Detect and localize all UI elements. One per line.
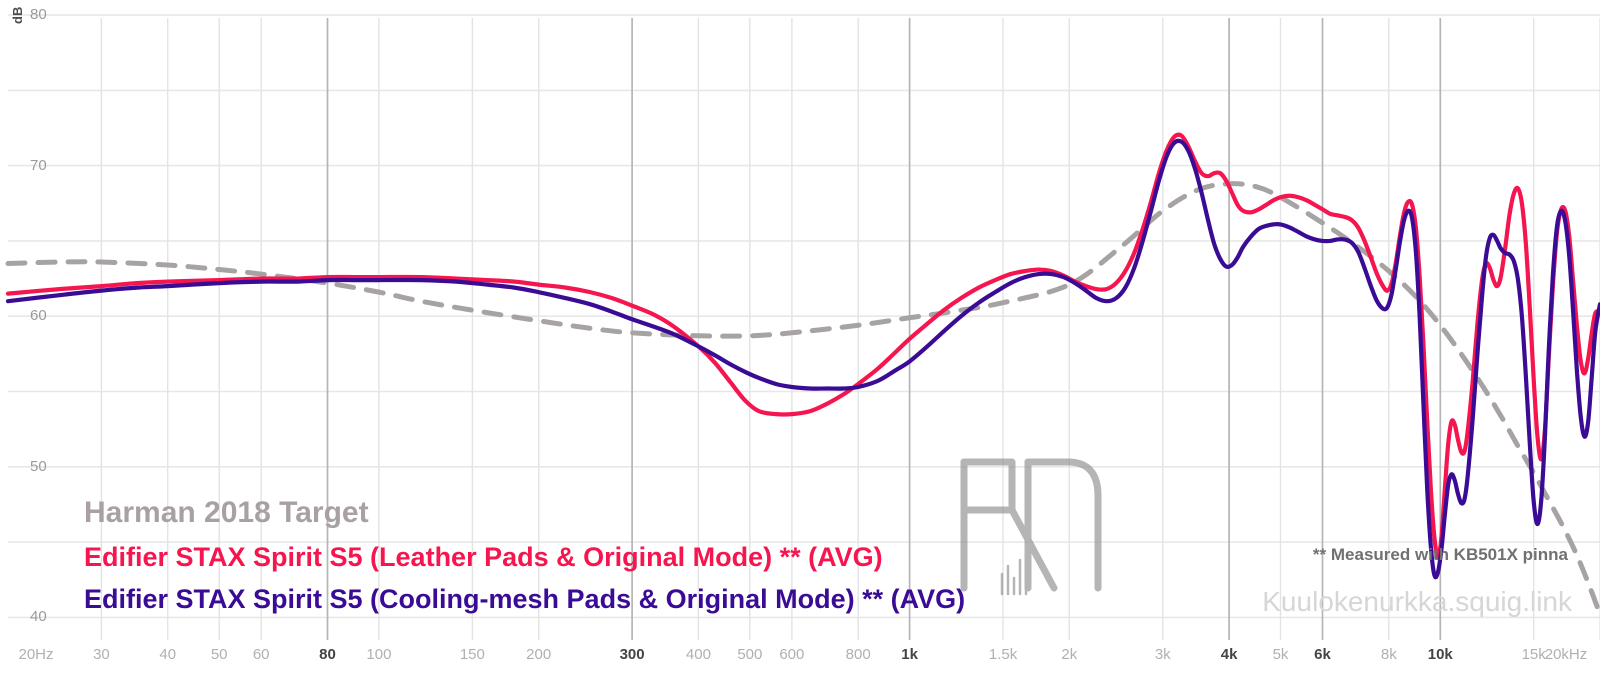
horizontal-gridlines [8, 14, 1600, 619]
y-axis-tick-label: 40 [30, 608, 47, 626]
x-axis-tick-label: 20Hz [18, 646, 54, 663]
x-axis-tick-label: 6k [1314, 646, 1331, 663]
x-axis-tick-label: 15k [1521, 646, 1546, 663]
x-axis-tick-label: 800 [845, 646, 871, 663]
x-axis-tick-label: 5k [1272, 646, 1289, 663]
y-axis-unit-label: dB [10, 6, 25, 24]
x-axis-tick-label: 2k [1061, 646, 1078, 663]
x-axis-tick-label: 3k [1154, 646, 1171, 663]
y-axis-tick-label: 80 [30, 6, 47, 24]
x-axis-tick-label: 20kHz [1544, 646, 1588, 663]
x-axis-tick-label: 600 [779, 646, 805, 663]
series-lines [5, 132, 1600, 617]
x-axis-tick-label: 400 [685, 646, 711, 663]
y-axis-tick-label: 50 [30, 457, 47, 475]
x-axis-tick-label: 300 [619, 646, 645, 663]
x-axis-tick-label: 1.5k [988, 646, 1018, 663]
vertical-gridlines [100, 18, 1600, 640]
x-axis-tick-label: 60 [252, 646, 270, 663]
y-axis-tick-label: 70 [30, 156, 47, 174]
x-axis-tick-label: 30 [93, 646, 110, 663]
x-axis-tick-label: 150 [459, 646, 485, 663]
pinna-measurement-note: ** Measured with KB501X pinna [1312, 545, 1568, 564]
x-axis-tick-label: 8k [1380, 646, 1397, 663]
x-axis-tick-label: 100 [366, 646, 392, 663]
x-axis-tick-label: 500 [737, 646, 763, 663]
series-line [5, 132, 1600, 560]
site-url-watermark: Kuulokenurkka.squig.link [1262, 586, 1572, 617]
legend-item-leather-pads: Edifier STAX Spirit S5 (Leather Pads & O… [84, 542, 883, 572]
legend-item-cooling-mesh-pads: Edifier STAX Spirit S5 (Cooling-mesh Pad… [84, 584, 966, 614]
x-axis-tick-label: 40 [159, 646, 177, 663]
y-axis-tick-label: 60 [30, 307, 47, 325]
x-axis-tick-label: 200 [526, 646, 552, 663]
x-axis-tick-label: 4k [1220, 646, 1238, 663]
x-axis-tick-label: 50 [210, 646, 228, 663]
series-line [5, 181, 1600, 617]
series-line [5, 138, 1600, 580]
x-axis-tick-label: 1k [901, 646, 918, 663]
x-axis-tick-label: 10k [1427, 646, 1453, 663]
x-axis-tick-label: 80 [319, 646, 336, 663]
legend-item-harman-target: Harman 2018 Target [84, 496, 369, 529]
